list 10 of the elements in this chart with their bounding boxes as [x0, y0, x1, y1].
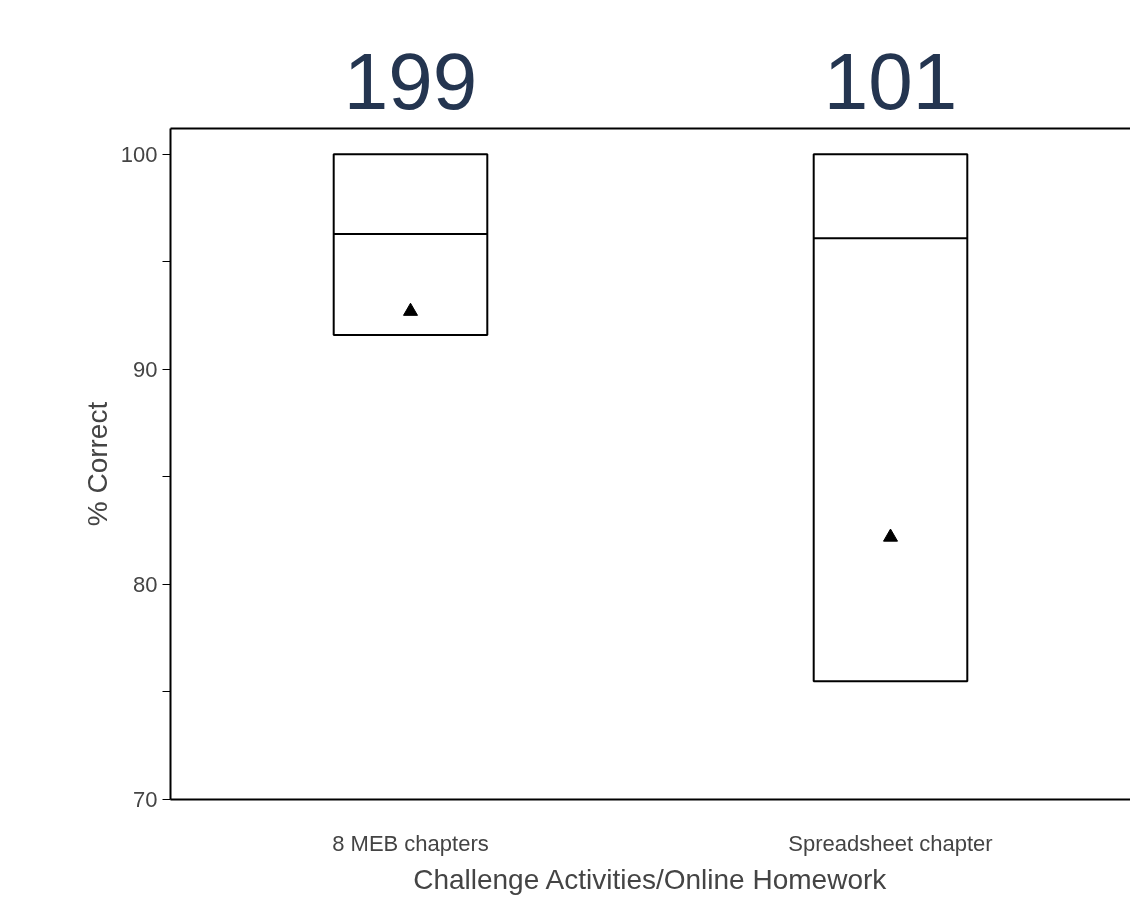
y-axis-title: % Correct	[81, 401, 113, 527]
x-tick-label: Spreadsheet chapter	[788, 830, 993, 856]
x-axis-title: Challenge Activities/Online Homework	[413, 863, 888, 895]
text: 199	[343, 36, 478, 126]
y-tick-label: 70	[133, 787, 158, 812]
y-tick-label: 90	[133, 356, 158, 382]
y-tick-label: 100	[120, 141, 158, 167]
y-tick-label: 80	[133, 571, 158, 597]
x-tick-label: 8 MEB chapters	[332, 830, 489, 856]
text: 101	[823, 36, 958, 126]
